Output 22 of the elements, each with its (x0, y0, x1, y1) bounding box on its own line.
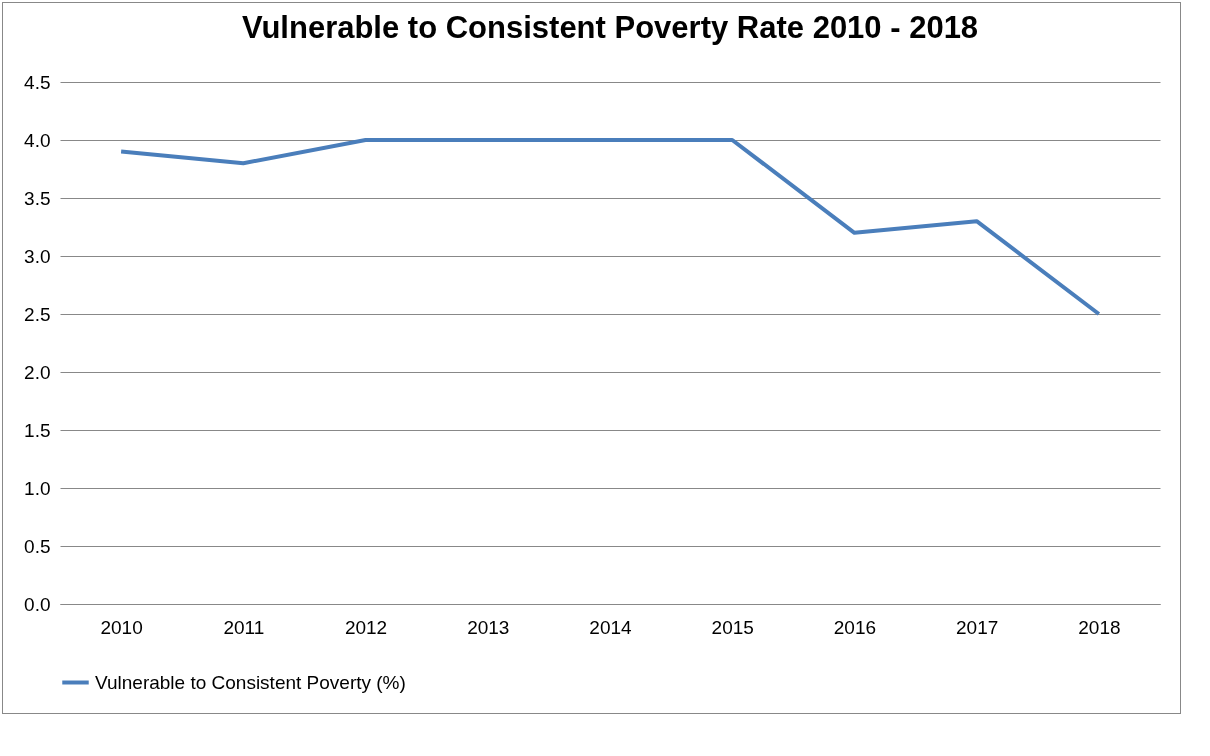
y-tick-label: 3.0 (24, 245, 51, 267)
y-tick-label: 4.0 (24, 129, 51, 151)
y-tick-label: 0.5 (24, 535, 51, 557)
y-tick-label: 4.5 (24, 71, 51, 93)
y-tick-label: 1.5 (24, 419, 51, 441)
x-tick-label: 2011 (223, 616, 265, 638)
x-tick-label: 2018 (1078, 616, 1121, 638)
line-series (119, 138, 1101, 316)
x-tick-label: 2017 (956, 616, 999, 638)
y-tick-label: 0.0 (24, 593, 51, 615)
x-tick-label: 2015 (711, 616, 754, 638)
x-tick-label: 2010 (100, 616, 143, 638)
chart-title: Vulnerable to Consistent Poverty Rate 2010 - 2018 (241, 10, 979, 45)
x-tick-label: 2014 (589, 616, 633, 638)
x-tick-label: 2016 (833, 616, 877, 638)
y-tick-label: 3.5 (24, 187, 51, 209)
y-tick-label: 2.0 (24, 361, 51, 383)
y-tick-label: 2.5 (24, 303, 51, 325)
legend-label: Vulnerable to Consistent Poverty (%) (95, 671, 406, 693)
y-tick-label: 1.0 (24, 477, 51, 499)
x-tick-label: 2013 (467, 616, 510, 638)
x-tick-label: 2012 (344, 616, 388, 638)
